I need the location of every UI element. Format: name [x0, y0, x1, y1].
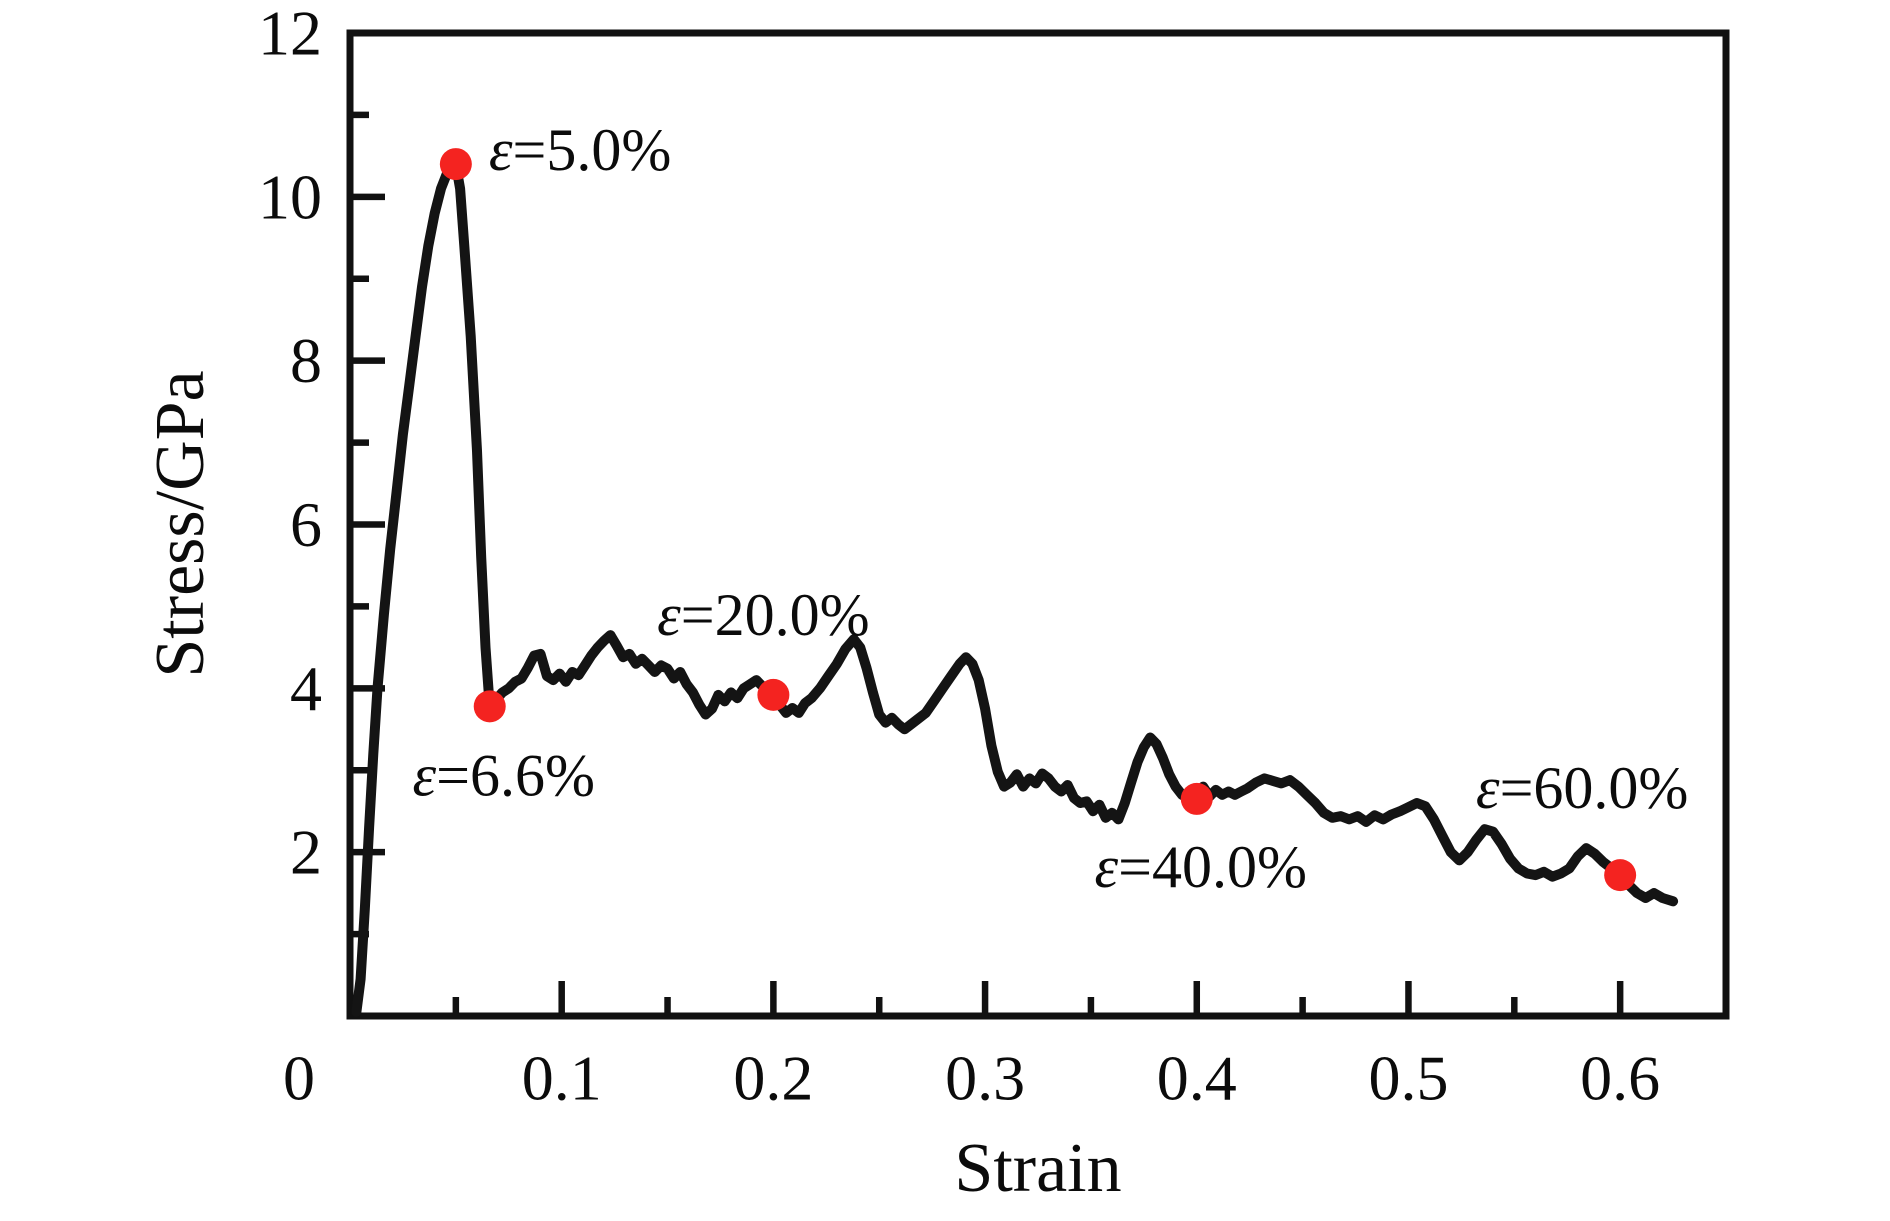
- annotation-label: ε=6.6%: [412, 742, 594, 808]
- x-axis-title: Strain: [954, 1130, 1121, 1207]
- y-axis-title: Stress/GPa: [142, 370, 219, 677]
- x-tick-label: 0.4: [1157, 1043, 1237, 1114]
- x-tick-label: 0.5: [1368, 1043, 1448, 1114]
- y-tick-label: 2: [290, 817, 322, 888]
- annotation-dot: [1604, 859, 1637, 892]
- series-layer: [351, 159, 1679, 1017]
- annotation-label: ε=60.0%: [1476, 755, 1688, 821]
- y-tick-label: 8: [290, 325, 322, 396]
- x-tick-label: 0.6: [1580, 1043, 1660, 1114]
- x-tick-label: 0.2: [733, 1043, 813, 1114]
- annotation-dot: [439, 148, 472, 181]
- annotation-dot: [757, 678, 790, 711]
- x-tick-label: 0: [283, 1043, 315, 1114]
- x-tick-label: 0.1: [522, 1043, 602, 1114]
- y-tick-label: 12: [258, 0, 322, 69]
- x-tick-label: 0.3: [945, 1043, 1025, 1114]
- tick-labels-layer: 0 0.1 0.2 0.3 0.4 0.5 0.6 2 4 6 8 10 12: [258, 0, 1660, 1114]
- y-tick-label: 6: [290, 489, 322, 560]
- annotation-label: ε=20.0%: [657, 582, 869, 648]
- major-ticks-layer: [346, 29, 1624, 1016]
- annotation-dot: [1180, 782, 1213, 815]
- annotation-label: ε=5.0%: [489, 117, 671, 183]
- annotations-layer: ε=5.0% ε=6.6% ε=20.0% ε=40.0% ε=60.0%: [412, 117, 1688, 900]
- y-tick-label: 10: [258, 161, 322, 232]
- minor-ticks-layer: [350, 111, 1518, 1016]
- annotation-label: ε=40.0%: [1095, 834, 1307, 900]
- y-tick-label: 4: [290, 653, 322, 724]
- stress-strain-curve: [351, 159, 1679, 1017]
- annotation-dot: [473, 690, 506, 723]
